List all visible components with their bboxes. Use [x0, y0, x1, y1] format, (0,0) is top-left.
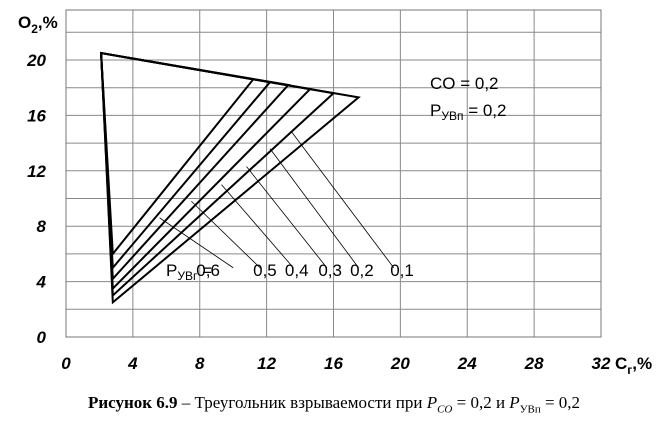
- series-triangle-0-1: [100, 51, 361, 305]
- figure-caption: Рисунок 6.9 – Треугольник взрываемости п…: [0, 393, 668, 415]
- series-label: 0,5: [253, 261, 277, 280]
- y-tick-label: 12: [27, 162, 46, 181]
- x-tick-label: 4: [127, 354, 138, 373]
- leader-line-0: [159, 217, 234, 269]
- caption-p1-sub: CO: [437, 403, 453, 416]
- leader-line-4: [269, 148, 359, 268]
- x-tick-label: 28: [524, 354, 544, 373]
- caption-p2-sub: УВп: [519, 403, 541, 416]
- series-label: 0,3: [318, 261, 342, 280]
- x-tick-label: 32: [592, 354, 611, 373]
- series-triangle-0-2: [100, 51, 336, 298]
- grid: [65, 9, 602, 338]
- x-tick-labels: 0 4 8 12 16 20 24 28 32: [61, 354, 611, 373]
- y-tick-label: 8: [37, 217, 47, 236]
- leader-line-3: [246, 166, 328, 268]
- caption-end: = 0,2: [540, 393, 581, 412]
- y-tick-label: 20: [26, 51, 46, 70]
- series-label: 0,1: [390, 261, 414, 280]
- annotation-co: CO = 0,2: [430, 74, 499, 93]
- series-labels: 0,6 0,5 0,4 0,3 0,2 0,1: [196, 261, 414, 280]
- x-tick-label: 0: [61, 354, 71, 373]
- explosivity-triangle-chart: 0 4 8 12 16 20 24 28 32 0 4 8 12 16 20 O2,% Cг,% CO =…: [18, 9, 652, 377]
- x-tick-label: 20: [390, 354, 410, 373]
- x-tick-label: 8: [195, 354, 205, 373]
- x-tick-label: 12: [257, 354, 276, 373]
- series-triangle-0-4: [100, 51, 291, 282]
- y-tick-labels: 0 4 8 12 16 20: [26, 51, 46, 347]
- annotation-pyvp: PУВп = 0,2: [430, 101, 506, 123]
- x-tick-label: 16: [324, 354, 343, 373]
- caption-mid: = 0,2 и: [452, 393, 510, 412]
- leader-line-5: [291, 131, 395, 268]
- series-label: 0,4: [285, 261, 309, 280]
- caption-figure-number: Рисунок 6.9: [87, 393, 178, 412]
- y-axis-title: O2,%: [18, 13, 58, 36]
- y-tick-label: 4: [36, 273, 47, 292]
- caption-p2: P: [509, 393, 520, 412]
- y-tick-label: 0: [37, 328, 47, 347]
- series-label-prefix: PУВг =: [166, 261, 212, 283]
- x-axis-title: Cг,%: [615, 354, 652, 377]
- series-label: 0,6: [196, 261, 220, 280]
- caption-text: – Треугольник взрываемости при: [177, 393, 427, 412]
- series-group: [100, 51, 361, 305]
- leader-line-1: [191, 200, 261, 269]
- series-label: 0,2: [350, 261, 374, 280]
- y-tick-label: 16: [27, 106, 46, 125]
- leader-line-2: [221, 184, 294, 269]
- x-tick-label: 24: [457, 354, 477, 373]
- caption-p1: P: [426, 393, 438, 412]
- plot-frame: [65, 9, 602, 338]
